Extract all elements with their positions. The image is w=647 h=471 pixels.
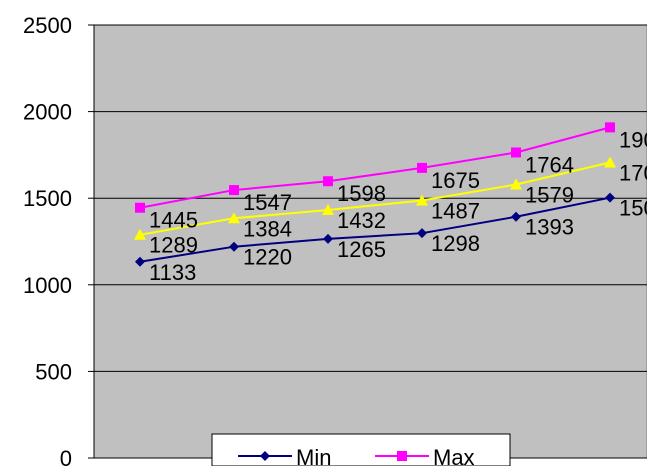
y-tick-label: 500 — [35, 359, 72, 384]
legend-max-marker — [397, 451, 407, 461]
data-labels: 1133 1220 1265 1298 1393 1503 1289 1384 1432 1487… — [149, 127, 647, 284]
data-point-marker — [134, 228, 146, 240]
y-tick-labels: 0 500 1000 1500 2000 2500 — [23, 13, 72, 471]
data-label: 1503 — [619, 196, 647, 221]
data-point-marker — [228, 212, 240, 224]
series-line — [139, 161, 611, 236]
data-label: 1675 — [431, 168, 480, 193]
series — [134, 122, 616, 267]
data-label: 1706 — [619, 161, 647, 186]
legend-min-marker — [260, 451, 270, 461]
data-point-marker — [604, 156, 616, 168]
data-label: 1289 — [149, 233, 198, 258]
series-line — [139, 126, 611, 209]
y-tick-label: 0 — [60, 446, 72, 466]
data-label: 1220 — [243, 245, 292, 270]
data-point-marker — [322, 203, 334, 215]
data-label: 1445 — [149, 208, 198, 233]
data-point-marker — [323, 233, 333, 244]
gridlines — [88, 24, 647, 459]
data-label: 1298 — [431, 231, 480, 256]
data-point-marker — [511, 211, 521, 222]
data-point-marker — [416, 194, 428, 206]
data-point-marker — [229, 185, 239, 196]
data-label: 1909 — [619, 127, 647, 152]
data-point-marker — [323, 176, 333, 187]
data-point-marker — [605, 122, 615, 133]
data-point-marker — [135, 256, 145, 267]
data-label: 1133 — [149, 260, 196, 285]
data-label: 1265 — [337, 237, 386, 262]
series-line — [139, 196, 611, 263]
data-point-marker — [417, 228, 427, 239]
data-label: 1393 — [525, 215, 574, 240]
data-label: 1764 — [525, 152, 574, 177]
y-tick-label: 2000 — [23, 100, 72, 125]
y-tick-label: 2500 — [23, 13, 72, 38]
data-point-marker — [417, 162, 427, 173]
data-label: 1384 — [243, 216, 292, 241]
data-label: 1432 — [337, 208, 386, 233]
data-point-marker — [229, 241, 239, 252]
data-label: 1579 — [525, 183, 574, 208]
data-label: 1487 — [431, 198, 480, 223]
data-label: 1598 — [337, 181, 386, 206]
legend: Min Max — [211, 433, 511, 470]
data-label: 1547 — [243, 190, 292, 215]
legend-min-label: Min — [296, 445, 331, 466]
y-tick-label: 1500 — [23, 186, 72, 211]
plot-area — [93, 24, 647, 459]
legend-max-label: Max — [433, 445, 475, 466]
data-point-marker — [510, 178, 522, 190]
legend-box — [211, 433, 511, 467]
y-tick-label: 1000 — [23, 273, 72, 298]
data-point-marker — [605, 192, 615, 203]
data-point-marker — [511, 147, 521, 158]
data-point-marker — [135, 202, 145, 213]
